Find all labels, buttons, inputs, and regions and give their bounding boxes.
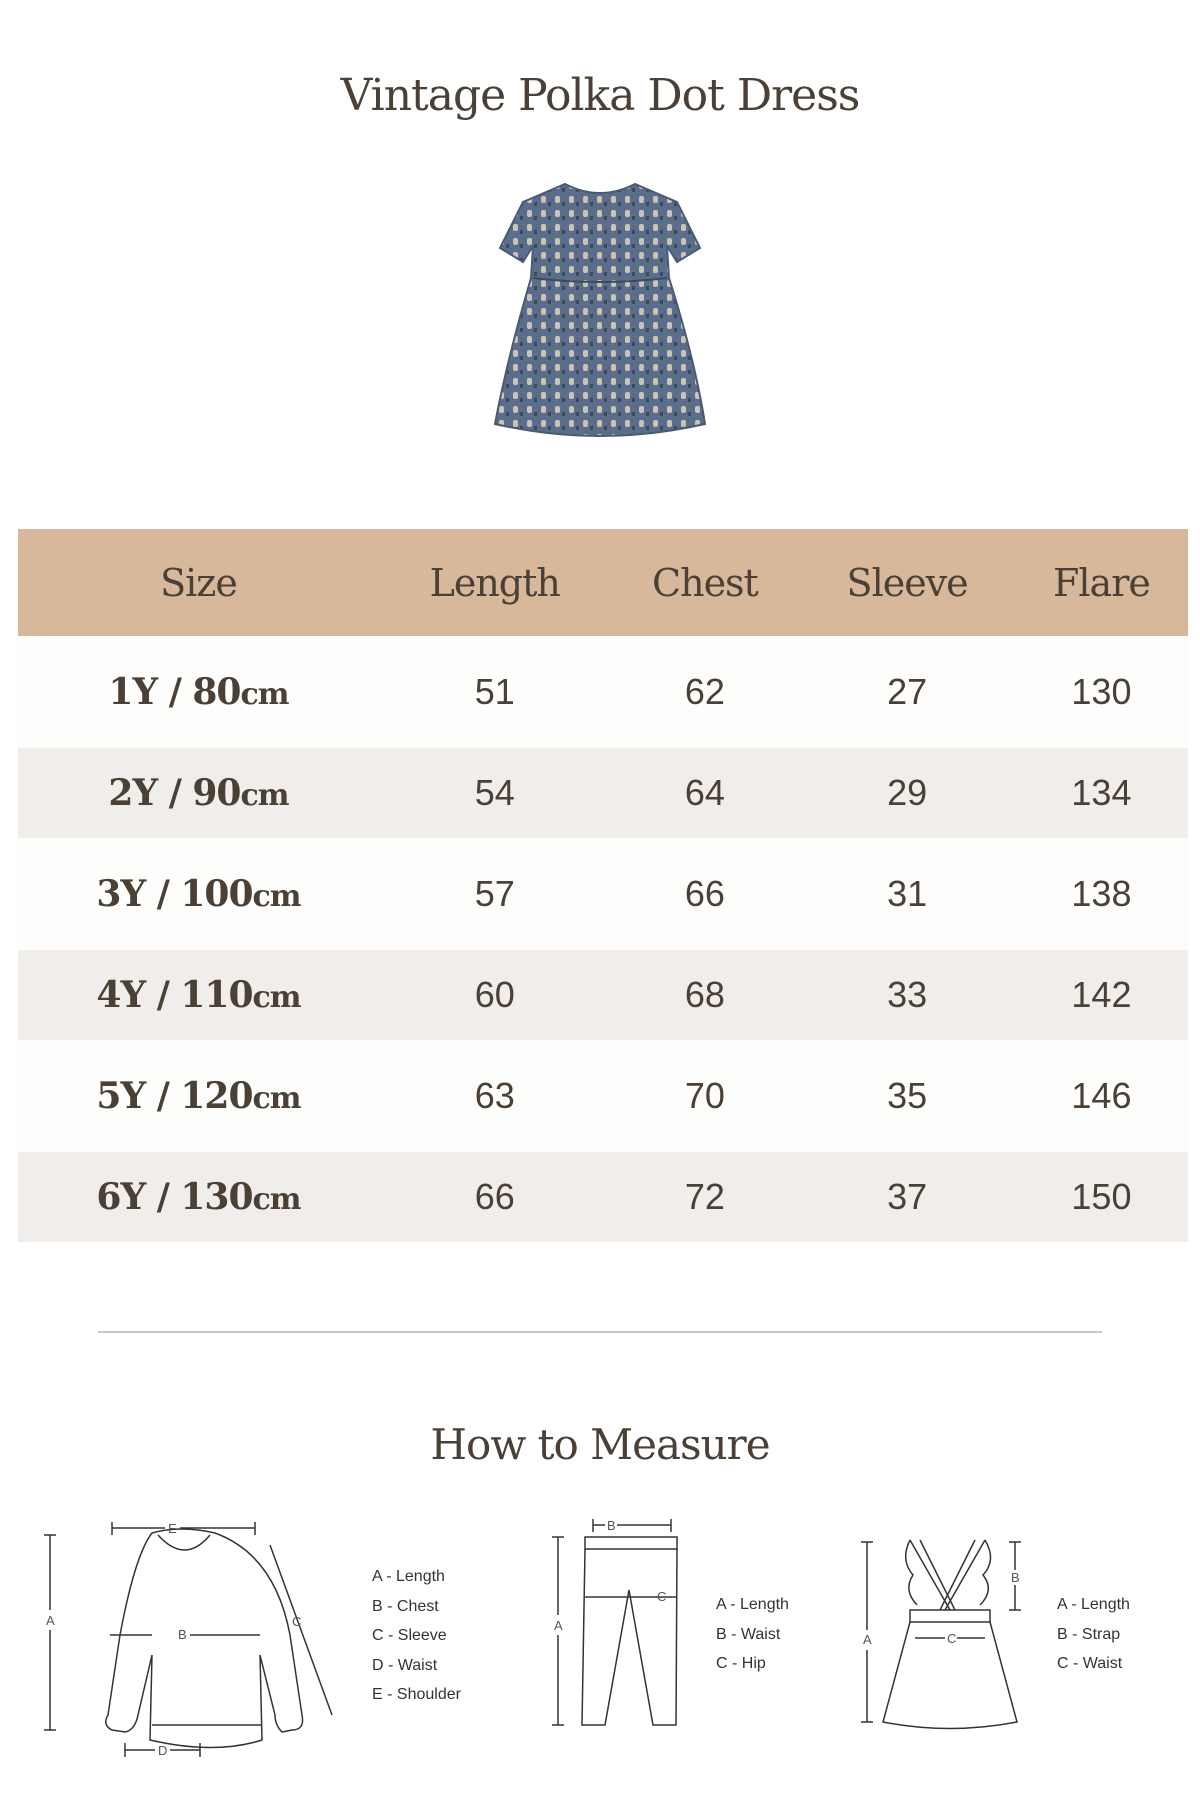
cell-sleeve: 33 — [799, 950, 1015, 1040]
sweater-legend: A - Length B - Chest C - Sleeve D - Wais… — [372, 1562, 461, 1710]
size-unit: cm — [252, 1182, 302, 1217]
header-flare: Flare — [1014, 529, 1188, 636]
cell-chest: 62 — [610, 636, 800, 748]
size-unit: cm — [240, 778, 289, 813]
size-unit: cm — [252, 1081, 302, 1116]
cell-sleeve: 27 — [799, 636, 1015, 748]
legend-item: A - Length — [1057, 1596, 1130, 1613]
label-c: C — [657, 1589, 666, 1604]
size-chart-table: Size Length Chest Sleeve Flare 1Y / 80cm… — [18, 529, 1188, 1242]
header-length: Length — [378, 529, 611, 636]
table-row: 5Y / 120cm 63 70 35 146 — [18, 1040, 1188, 1152]
sweater-diagram: A B C D E — [44, 1521, 333, 1758]
skirt-diagram: A B C — [861, 1539, 1021, 1730]
cell-chest: 68 — [610, 950, 800, 1040]
size-unit: cm — [252, 879, 302, 914]
label-b: B — [607, 1518, 616, 1533]
label-e: E — [168, 1521, 177, 1536]
legend-item: B - Chest — [372, 1597, 439, 1615]
table-row: 6Y / 130cm 66 72 37 150 — [18, 1152, 1188, 1242]
legend-item: A - Length — [716, 1596, 789, 1613]
header-size: Size — [18, 529, 379, 636]
how-to-measure-title: How to Measure — [430, 1420, 770, 1469]
cell-sleeve: 29 — [799, 748, 1015, 838]
label-c: C — [947, 1631, 956, 1646]
legend-item: E - Shoulder — [372, 1686, 461, 1703]
skirt-legend: A - Length B - Strap C - Waist — [1057, 1590, 1130, 1679]
cell-length: 57 — [378, 838, 611, 950]
size-value: 5Y / 120 — [96, 1075, 253, 1117]
size-value: 1Y / 80 — [108, 671, 241, 713]
cell-size: 4Y / 110cm — [18, 950, 379, 1040]
pants-legend: A - Length B - Waist C - Hip — [716, 1590, 789, 1679]
cell-length: 60 — [378, 950, 611, 1040]
legend-item: D - Waist — [372, 1656, 438, 1674]
cell-sleeve: 31 — [799, 838, 1015, 950]
size-value: 2Y / 90 — [108, 772, 241, 814]
label-d: D — [158, 1743, 167, 1758]
label-c: C — [292, 1614, 301, 1629]
label-a: A — [554, 1618, 563, 1633]
size-value: 4Y / 110 — [96, 974, 253, 1016]
legend-item: C - Hip — [716, 1655, 766, 1672]
label-a: A — [46, 1613, 55, 1628]
cell-size: 5Y / 120cm — [18, 1040, 379, 1152]
cell-size: 3Y / 100cm — [18, 838, 379, 950]
header-chest: Chest — [610, 529, 800, 636]
size-unit: cm — [252, 980, 302, 1015]
table-row: 2Y / 90cm 54 64 29 134 — [18, 748, 1188, 838]
legend-item: C - Waist — [1057, 1655, 1123, 1672]
legend-item: B - Waist — [716, 1625, 781, 1643]
table-header-row: Size Length Chest Sleeve Flare — [18, 529, 1188, 636]
cell-chest: 66 — [610, 838, 800, 950]
cell-size: 2Y / 90cm — [18, 748, 379, 838]
size-value: 3Y / 100 — [96, 873, 253, 915]
label-b: B — [178, 1627, 187, 1642]
table-row: 1Y / 80cm 51 62 27 130 — [18, 636, 1188, 748]
size-value: 6Y / 130 — [96, 1176, 253, 1218]
cell-sleeve: 35 — [799, 1040, 1015, 1152]
cell-flare: 146 — [1014, 1040, 1188, 1152]
legend-item: A - Length — [372, 1568, 445, 1585]
label-b: B — [1011, 1570, 1020, 1585]
cell-chest: 72 — [610, 1152, 800, 1242]
divider — [98, 1331, 1102, 1333]
page-title: Vintage Polka Dot Dress — [340, 70, 861, 121]
cell-flare: 142 — [1014, 950, 1188, 1040]
cell-size: 6Y / 130cm — [18, 1152, 379, 1242]
cell-chest: 64 — [610, 748, 800, 838]
cell-flare: 130 — [1014, 636, 1188, 748]
cell-chest: 70 — [610, 1040, 800, 1152]
label-a: A — [863, 1632, 872, 1647]
legend-item: C - Sleeve — [372, 1627, 447, 1644]
cell-flare: 134 — [1014, 748, 1188, 838]
size-unit: cm — [240, 677, 289, 712]
pants-diagram: A B C — [552, 1518, 678, 1726]
cell-length: 63 — [378, 1040, 611, 1152]
legend-item: B - Strap — [1057, 1625, 1121, 1643]
header-sleeve: Sleeve — [799, 529, 1015, 636]
cell-size: 1Y / 80cm — [18, 636, 379, 748]
cell-sleeve: 37 — [799, 1152, 1015, 1242]
cell-length: 66 — [378, 1152, 611, 1242]
cell-flare: 150 — [1014, 1152, 1188, 1242]
cell-length: 54 — [378, 748, 611, 838]
table-row: 4Y / 110cm 60 68 33 142 — [18, 950, 1188, 1040]
cell-flare: 138 — [1014, 838, 1188, 950]
table-row: 3Y / 100cm 57 66 31 138 — [18, 838, 1188, 950]
cell-length: 51 — [378, 636, 611, 748]
product-image — [493, 182, 707, 437]
